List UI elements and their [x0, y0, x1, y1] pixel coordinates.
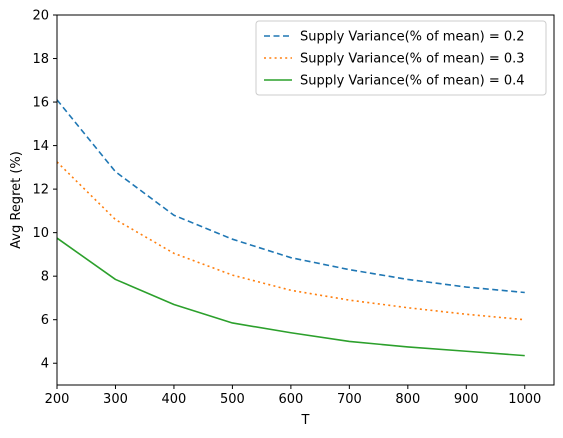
y-tick-label: 20 — [32, 9, 49, 24]
series-line-2 — [57, 161, 525, 321]
x-tick-label: 400 — [162, 392, 187, 407]
plot-lines — [57, 99, 525, 357]
y-tick-label: 10 — [32, 226, 49, 241]
x-tick-label: 500 — [220, 392, 245, 407]
x-tick-label: 600 — [278, 392, 303, 407]
x-axis-ticks: 200 300 400 500 600 700 800 900 1000 — [45, 385, 541, 407]
legend-label-3: Supply Variance(% of mean) = 0.4 — [300, 74, 525, 89]
legend-label-1: Supply Variance(% of mean) = 0.2 — [300, 30, 525, 45]
y-axis-ticks: 4 6 8 10 12 14 16 18 20 — [32, 9, 57, 372]
x-tick-label: 300 — [103, 392, 128, 407]
legend: Supply Variance(% of mean) = 0.2 Supply V… — [255, 20, 547, 96]
y-tick-label: 12 — [32, 183, 49, 198]
x-tick-label: 800 — [395, 392, 420, 407]
y-tick-label: 16 — [32, 96, 49, 111]
x-tick-label: 200 — [45, 392, 70, 407]
y-tick-label: 18 — [32, 52, 49, 67]
x-tick-label: 900 — [454, 392, 479, 407]
y-tick-label: 6 — [41, 313, 49, 328]
x-tick-label: 1000 — [508, 392, 541, 407]
series-line-3 — [57, 237, 525, 357]
y-tick-label: 8 — [41, 270, 49, 285]
series-line-1 — [57, 99, 525, 294]
plot-frame — [56, 14, 555, 386]
legend-box — [255, 20, 547, 96]
x-axis-label: T — [301, 413, 310, 428]
y-tick-label: 14 — [32, 139, 49, 154]
x-tick-label: 700 — [337, 392, 362, 407]
legend-label-2: Supply Variance(% of mean) = 0.3 — [300, 52, 525, 67]
y-tick-label: 4 — [41, 357, 49, 372]
y-axis-label: Avg Regret (%) — [9, 151, 24, 249]
